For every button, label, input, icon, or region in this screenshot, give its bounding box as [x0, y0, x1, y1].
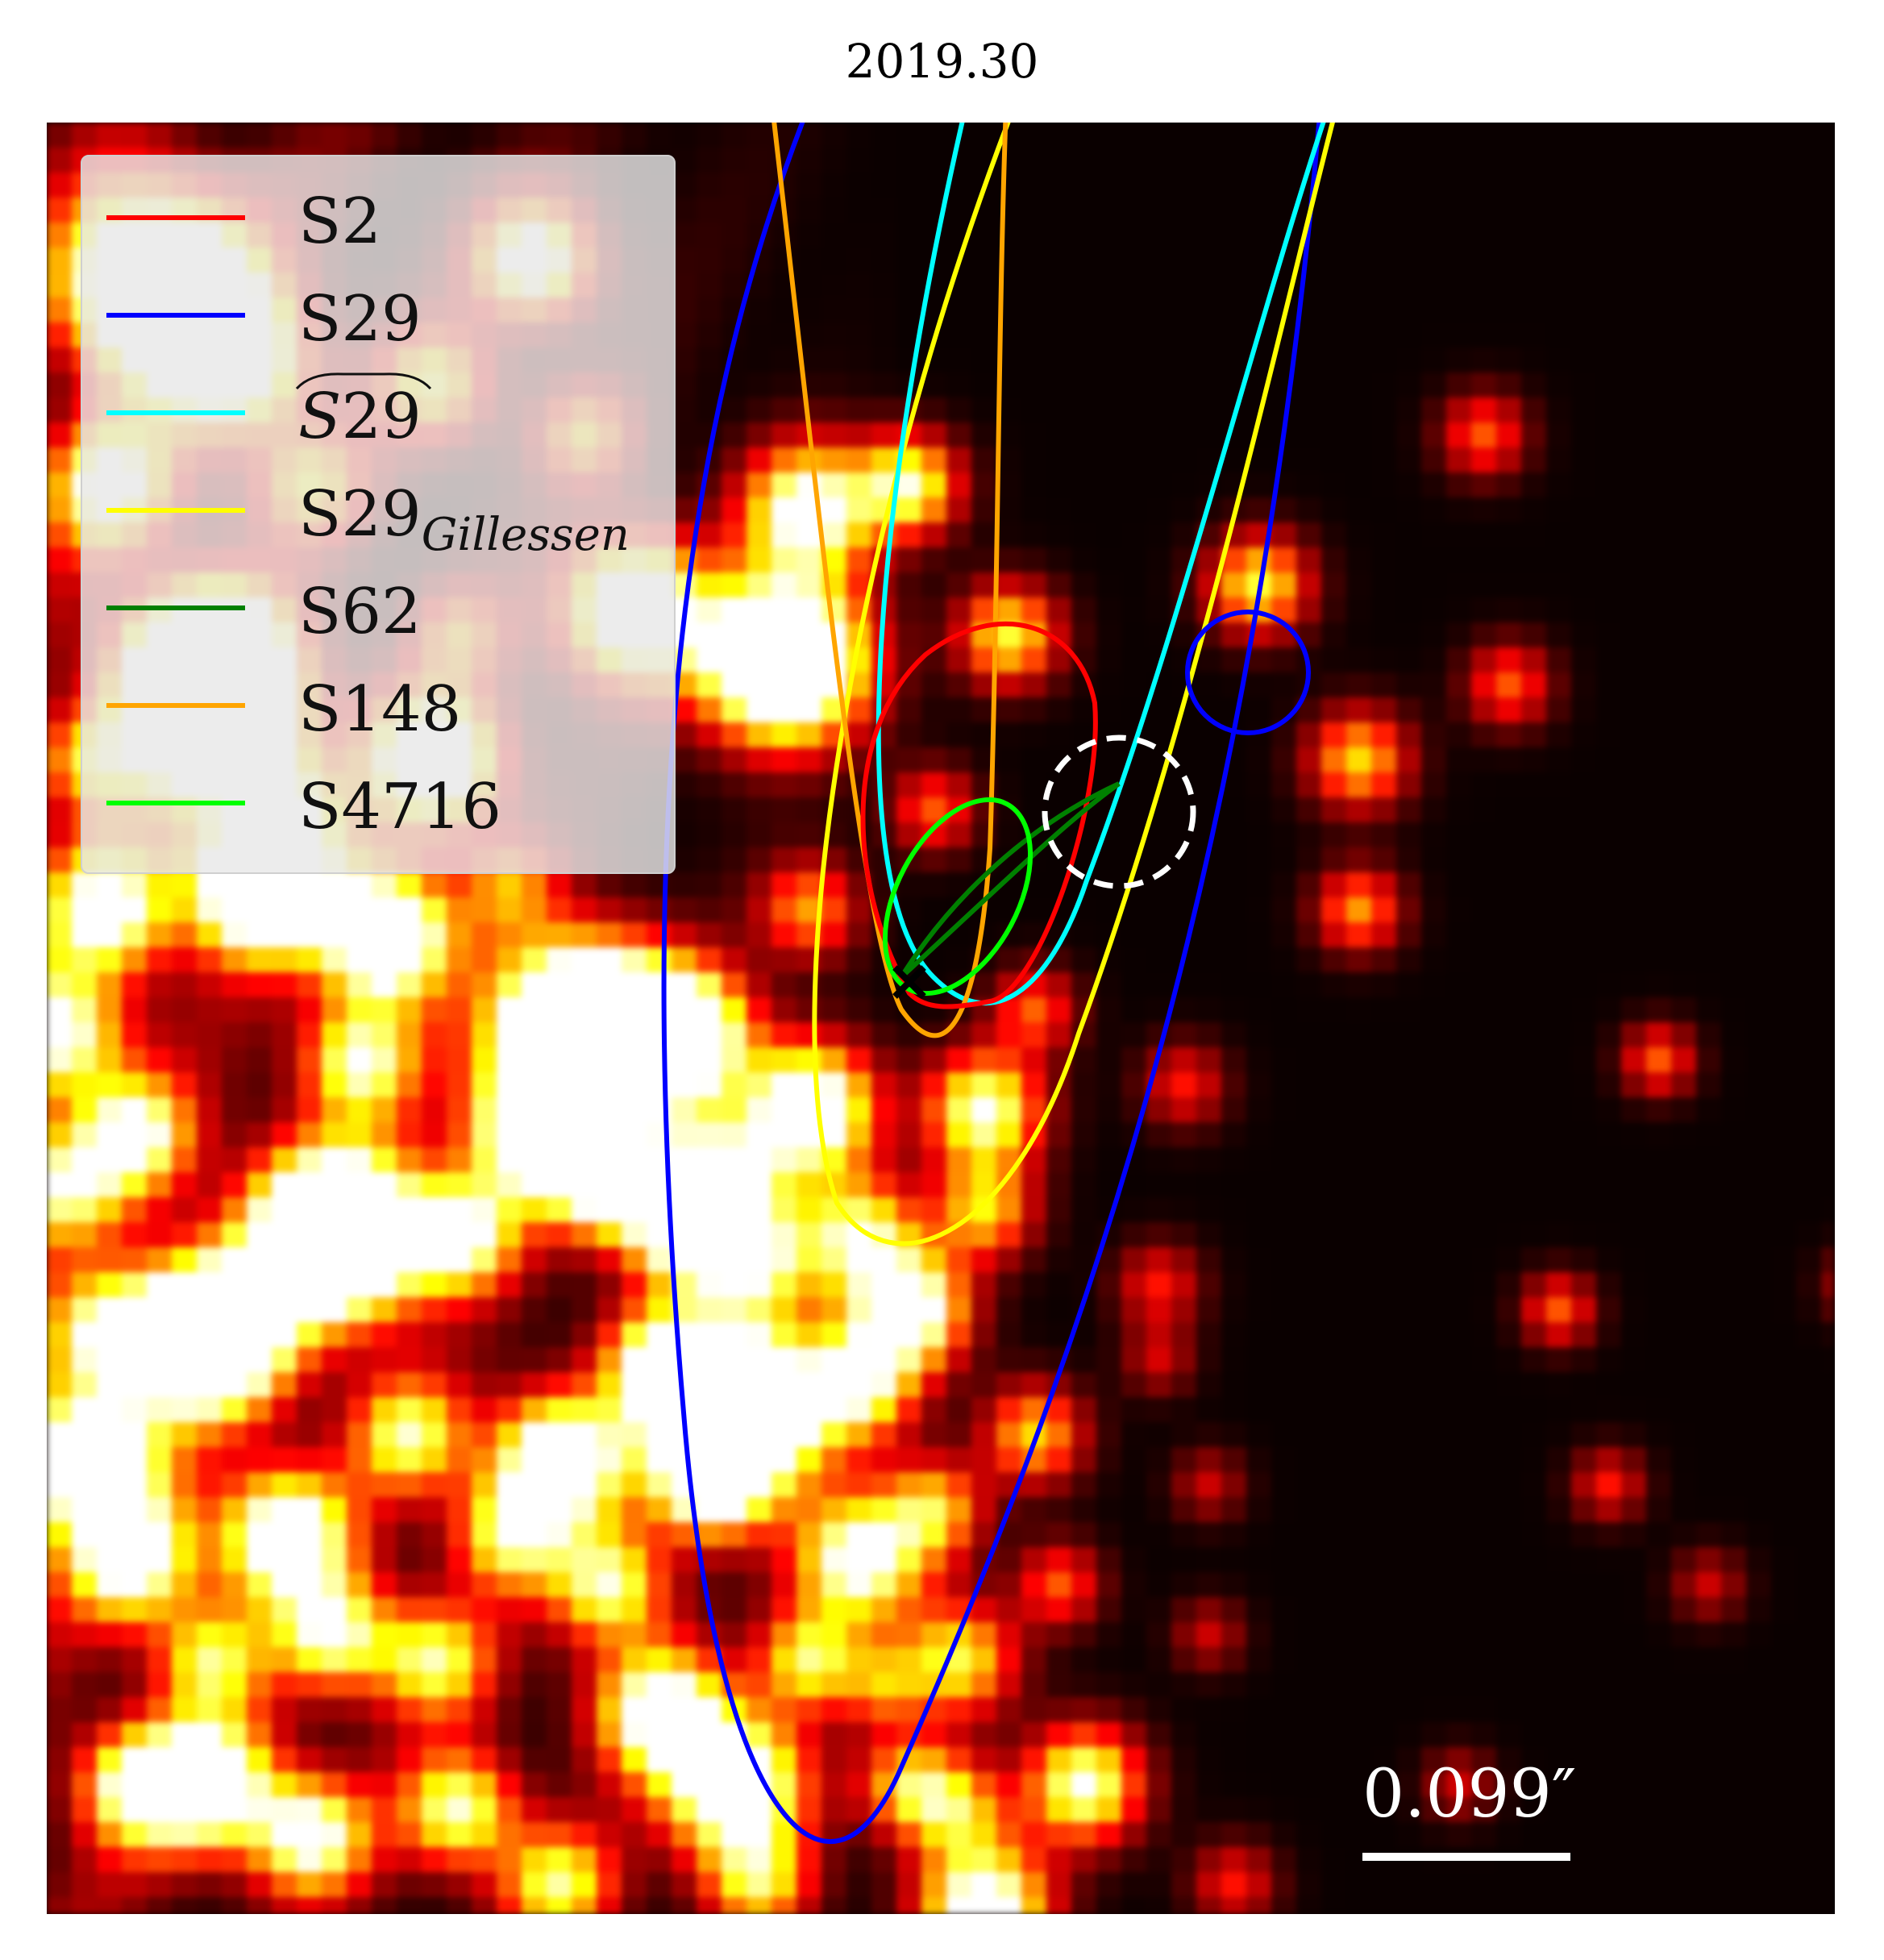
- s29-position-circle: [1185, 610, 1311, 735]
- plot-title: 2019.30: [845, 34, 1039, 89]
- legend-item: S29Gillessen: [82, 472, 674, 561]
- legend-label: S29: [298, 283, 422, 356]
- legend-swatch: [106, 313, 245, 318]
- legend-item: S29: [82, 372, 674, 455]
- legend-item: S148: [82, 667, 674, 747]
- legend-swatch: [106, 605, 245, 610]
- legend-swatch: [106, 508, 245, 513]
- legend-label: S4716: [298, 771, 501, 843]
- legend-item: S4716: [82, 764, 674, 845]
- legend-swatch: [106, 215, 245, 220]
- legend-swatch: [106, 410, 245, 415]
- legend: S2 S29 S29 S29Gillessen S62 S148 S4716: [81, 155, 676, 874]
- orbit-s29: [661, 123, 1322, 1845]
- legend-label: S29: [295, 372, 432, 453]
- legend-swatch: [106, 801, 245, 805]
- scale-bar: [1362, 1853, 1570, 1861]
- scale-bar-label: 0.099″: [1362, 1756, 1577, 1833]
- orbit-s62: [899, 781, 1121, 980]
- legend-item: S29: [82, 277, 674, 357]
- black-x-icon: [892, 965, 926, 999]
- orbit-s29-gillessen: [812, 123, 1335, 1246]
- legend-label: S148: [298, 673, 462, 746]
- orbit-s29-tilde: [875, 123, 1326, 1006]
- legend-item: S62: [82, 569, 674, 650]
- orbit-s4716: [882, 797, 1033, 997]
- legend-label: S29Gillessen: [298, 478, 630, 561]
- orbit-overlay: [661, 123, 1335, 1845]
- legend-label: S62: [298, 576, 422, 648]
- legend-label: S2: [298, 185, 382, 258]
- orbit-s2: [860, 621, 1098, 1009]
- legend-item: S2: [82, 179, 674, 260]
- legend-swatch: [106, 703, 245, 708]
- orbit-s148: [771, 123, 1009, 1038]
- highlight-dashed-circle: [1042, 734, 1196, 889]
